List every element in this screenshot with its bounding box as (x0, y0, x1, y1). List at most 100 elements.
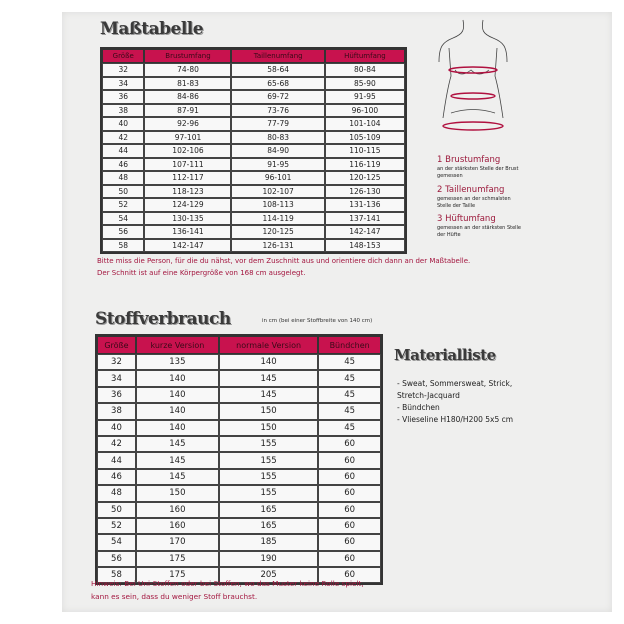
table-cell: 131-136 (324, 198, 405, 212)
table-cell: 45 (318, 403, 381, 420)
table-cell: 120-125 (231, 225, 325, 239)
table-cell: 60 (318, 501, 381, 518)
table-cell: 54 (97, 534, 136, 551)
table-row: 52 160 165 60 (97, 517, 381, 535)
table-cell: 92-96 (144, 117, 232, 131)
table-cell: 135 (135, 354, 219, 371)
table-cell: 150 (218, 403, 319, 420)
column-header: normale Version (218, 336, 319, 354)
size-note-2: Der Schnitt ist auf eine Körpergröße von… (97, 269, 306, 277)
table-cell: 38 (97, 403, 136, 420)
material-item: - Vlieseline H180/H200 5x5 cm (397, 415, 514, 424)
table-cell: 36 (97, 386, 136, 404)
table-cell: 91-95 (324, 90, 405, 104)
table-row: 56 136-141 120-125 142-147 (102, 225, 405, 239)
waist-line (450, 92, 496, 100)
table-row: 42 97-101 80-83 105-109 (102, 130, 405, 144)
table-cell: 130-135 (144, 211, 232, 225)
table-cell: 160 (135, 501, 219, 518)
table-cell: 102-106 (144, 144, 232, 158)
table-cell: 52 (97, 517, 136, 535)
table-cell: 65-68 (231, 76, 325, 90)
hip-line (442, 121, 504, 131)
table-cell: 60 (318, 517, 381, 535)
table-cell: 60 (318, 550, 381, 568)
table-cell: 45 (318, 419, 381, 436)
table-row: 50 118-123 102-107 126-130 (102, 184, 405, 198)
measurement-label: 2 Taillenumfang gemessen an der schmalste… (437, 185, 522, 210)
table-cell: 155 (218, 452, 319, 469)
table-cell: 145 (218, 370, 319, 387)
fabric-table: Größe kurze Version normale Version Bündche… (95, 334, 383, 586)
table-cell: 155 (218, 435, 319, 453)
table-cell: 170 (135, 534, 219, 551)
table-cell: 155 (218, 485, 319, 502)
table-cell: 126-130 (324, 184, 405, 198)
table-cell: 165 (218, 501, 319, 518)
measurement-title: 3 Hüftumfang (437, 214, 496, 224)
table-cell: 46 (102, 157, 145, 171)
table-row: 42 145 155 60 (97, 435, 381, 453)
table-row: 54 130-135 114-119 137-141 (102, 211, 405, 225)
table-cell: 60 (318, 485, 381, 502)
table-cell: 81-83 (144, 76, 232, 90)
table-cell: 48 (97, 485, 136, 502)
fabric-hint-1: Hinweis: Bei Uni-Stoffen oder bei Stoffe… (91, 579, 364, 588)
table-cell: 38 (102, 103, 145, 117)
table-row: 38 140 150 45 (97, 403, 381, 420)
table-cell: 42 (102, 130, 145, 144)
table-cell: 140 (135, 370, 219, 387)
table-cell: 40 (97, 419, 136, 436)
column-header: Bündchen (318, 336, 381, 354)
size-table-title: Maßtabelle (100, 19, 204, 39)
fabric-hint-2: kann es sein, dass du weniger Stoff brau… (91, 592, 258, 601)
table-cell: 48 (102, 171, 145, 185)
table-cell: 108-113 (231, 198, 325, 212)
measurement-desc: gemessen an der stärksten Stelle der Hüf… (437, 225, 522, 238)
table-row: 36 84-86 69-72 91-95 (102, 90, 405, 104)
table-cell: 60 (318, 468, 381, 486)
table-row: 40 92-96 77-79 101-104 (102, 117, 405, 131)
table-cell: 50 (97, 501, 136, 518)
table-cell: 91-95 (231, 157, 325, 171)
column-header: Hüftumfang (324, 49, 405, 63)
table-cell: 52 (102, 198, 145, 212)
table-cell: 60 (318, 435, 381, 453)
table-cell: 145 (135, 468, 219, 486)
material-item: - Bündchen (397, 403, 440, 412)
table-cell: 96-101 (231, 171, 325, 185)
table-cell: 136-141 (144, 225, 232, 239)
table-cell: 50 (102, 184, 145, 198)
table-cell: 84-90 (231, 144, 325, 158)
table-cell: 118-123 (144, 184, 232, 198)
table-cell: 150 (218, 419, 319, 436)
table-cell: 124-129 (144, 198, 232, 212)
table-cell: 87-91 (144, 103, 232, 117)
bust-line (448, 66, 498, 74)
table-cell: 116-119 (324, 157, 405, 171)
measurement-title: 1 Brustumfang (437, 155, 501, 165)
table-cell: 45 (318, 386, 381, 404)
table-cell: 54 (102, 211, 145, 225)
measurement-desc: an der stärksten Stelle der Brust gemess… (437, 166, 519, 179)
table-cell: 126-131 (231, 238, 325, 252)
table-row: 46 145 155 60 (97, 468, 381, 486)
table-cell: 73-76 (231, 103, 325, 117)
table-row: 48 150 155 60 (97, 485, 381, 502)
table-row: 32 74-80 58-64 80-84 (102, 63, 405, 77)
table-cell: 56 (102, 225, 145, 239)
table-row: 44 102-106 84-90 110-115 (102, 144, 405, 158)
table-cell: 97-101 (144, 130, 232, 144)
body-measurement-figure (438, 19, 508, 131)
table-cell: 175 (135, 550, 219, 568)
table-cell: 142-147 (324, 225, 405, 239)
measurement-label: 3 Hüftumfang gemessen an der stärksten St… (437, 214, 522, 239)
material-item: Stretch-Jacquard (397, 391, 460, 400)
table-cell: 45 (318, 354, 381, 371)
table-row: 34 81-83 65-68 85-90 (102, 76, 405, 90)
materials-list: - Sweat, Sommersweat, Strick, Stretch-Jac… (397, 378, 513, 426)
table-cell: 120-125 (324, 171, 405, 185)
table-cell: 84-86 (144, 90, 232, 104)
column-header: Brustumfang (144, 49, 232, 63)
table-cell: 102-107 (231, 184, 325, 198)
